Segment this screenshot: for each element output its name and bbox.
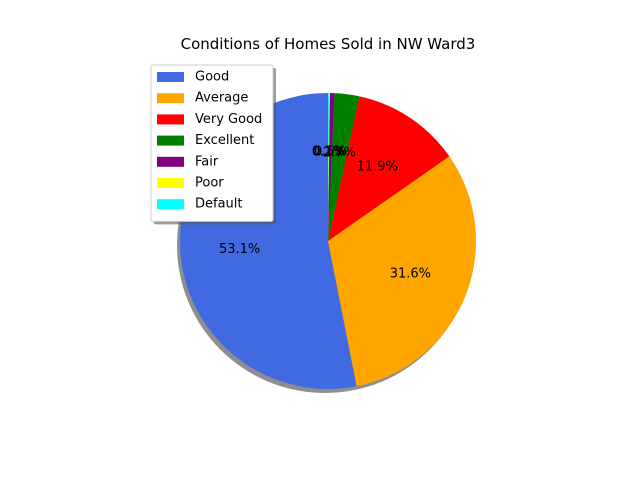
slice-label-excellent: 2.7% — [323, 145, 356, 160]
legend-label-poor: Poor — [195, 176, 224, 191]
slice-label-very-good: 11.9% — [357, 160, 398, 175]
legend-swatch-poor — [157, 178, 184, 188]
slice-label-fair: 0.5% — [314, 145, 347, 160]
pie-slice-average — [328, 156, 476, 387]
legend-label-very-good: Very Good — [195, 112, 262, 127]
slice-label-poor: 0.1% — [312, 145, 345, 160]
legend-swatch-very-good — [157, 114, 184, 125]
legend-label-default: Default — [195, 197, 243, 212]
legend-swatch-good — [157, 72, 184, 82]
legend-label-fair: Fair — [195, 154, 219, 169]
slice-label-default: 0.1% — [312, 145, 345, 160]
legend-label-average: Average — [195, 91, 248, 106]
pie-slice-very-good — [328, 96, 450, 241]
pie-slice-default — [328, 92, 329, 242]
chart-title: Conditions of Homes Sold in NW Ward3 — [181, 35, 476, 53]
slice-labels: 53.1%31.6%11.9%2.7%0.5%0.1%0.1% — [219, 145, 431, 282]
slice-label-average: 31.6% — [390, 267, 431, 282]
pie-slice-poor — [328, 93, 330, 241]
pie-slice-fair — [328, 93, 335, 241]
pie-slice-excellent — [328, 93, 360, 241]
legend-swatch-default — [157, 199, 184, 210]
legend-swatch-excellent — [157, 135, 184, 146]
legend-label-good: Good — [195, 70, 229, 85]
legend-swatch-average — [157, 93, 184, 104]
legend-swatch-fair — [157, 156, 184, 167]
legend-label-excellent: Excellent — [195, 133, 254, 148]
legend: Good Average Very Good Excellent Fair Poor Def… — [150, 64, 276, 225]
slice-label-good: 53.1% — [219, 242, 260, 257]
